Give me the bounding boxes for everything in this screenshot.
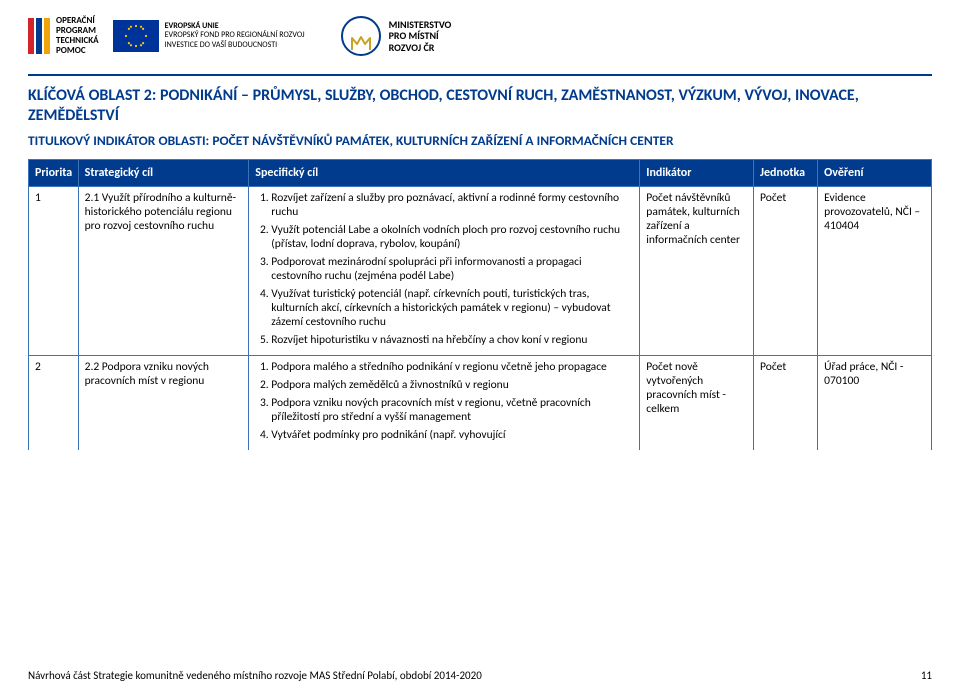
cell-jednotka: Počet [754,187,818,356]
page-number: 11 [921,669,932,682]
area-subtitle: TITULKOVÝ INDIKÁTOR OBLASTI: POČET NÁVŠT… [28,132,932,149]
spec-item: Vytvářet podmínky pro podnikání (např. v… [271,428,633,442]
th-indikator: Indikátor [640,160,754,187]
eu-label: EVROPSKÁ UNIE EVROPSKÝ FOND PRO REGIONÁL… [165,22,305,50]
cell-priorita: 1 [29,187,79,356]
cell-indikator: Počet návštěvníků památek, kulturních za… [640,187,754,356]
th-specificky: Specifický cíl [249,160,640,187]
spec-item: Využívat turistický potenciál (např. cír… [271,287,633,329]
cell-overeni: Evidence provozovatelů, NČI – 410404 [818,187,932,356]
spec-item: Podpora vzniku nových pracovních míst v … [271,396,633,424]
op-label: OPERAČNÍ PROGRAM TECHNICKÁ POMOC [56,16,99,56]
bar-yellow [44,18,50,54]
area-title: KLÍČOVÁ OBLAST 2: PODNIKÁNÍ – PRŮMYSL, S… [28,86,932,126]
table-header-row: Priorita Strategický cíl Specifický cíl … [29,160,932,187]
eu-flag-icon [113,20,159,52]
logo-strip: OPERAČNÍ PROGRAM TECHNICKÁ POMOC [28,10,932,62]
th-priorita: Priorita [29,160,79,187]
spec-item: Využít potenciál Labe a okolních vodních… [271,223,633,251]
op-bars-icon [28,18,50,54]
spec-item: Podpora malého a středního podnikání v r… [271,360,633,374]
spec-item: Podpora malých zemědělců a živnostníků v… [271,378,633,392]
logo-eu: EVROPSKÁ UNIE EVROPSKÝ FOND PRO REGIONÁL… [113,20,305,52]
bar-blue [36,18,42,54]
cell-indikator: Počet nově vytvořených pracovních míst -… [640,356,754,451]
cell-jednotka: Počet [754,356,818,451]
cell-priorita: 2 [29,356,79,451]
mmr-label: MINISTERSTVO PRO MÍSTNÍ ROZVOJ ČR [389,19,452,54]
logo-op-tech-pomoc: OPERAČNÍ PROGRAM TECHNICKÁ POMOC [28,16,99,56]
cell-specificky: Rozvíjet zařízení a služby pro poznávací… [249,187,640,356]
header-divider [28,74,932,76]
table-row: 1 2.1 Využít přírodního a kulturně-histo… [29,187,932,356]
table-row: 2 2.2 Podpora vzniku nových pracovních m… [29,356,932,451]
page-footer: Návrhová část Strategie komunitně vedené… [28,669,932,682]
footer-text: Návrhová část Strategie komunitně vedené… [28,669,482,682]
op-line-4: POMOC [56,46,99,56]
spec-item: Rozvíjet hipoturistiku v návaznosti na h… [271,333,633,347]
cell-specificky: Podpora malého a středního podnikání v r… [249,356,640,451]
spec-item: Podporovat mezinárodní spolupráci při in… [271,255,633,283]
th-overeni: Ověření [818,160,932,187]
bar-red [28,18,34,54]
cell-overeni: Úřad práce, NČI - 070100 [818,356,932,451]
mmr-emblem-icon [341,16,381,56]
th-jednotka: Jednotka [754,160,818,187]
spec-item: Rozvíjet zařízení a služby pro poznávací… [271,191,633,219]
mmr-line-3: ROZVOJ ČR [389,42,452,54]
cell-strategicky: 2.2 Podpora vzniku nových pracovních mís… [78,356,249,451]
logo-mmr: MINISTERSTVO PRO MÍSTNÍ ROZVOJ ČR [341,16,452,56]
priorities-table: Priorita Strategický cíl Specifický cíl … [28,159,932,450]
cell-strategicky: 2.1 Využít přírodního a kulturně-histori… [78,187,249,356]
th-strategicky: Strategický cíl [78,160,249,187]
eu-line-3: INVESTICE DO VAŠÍ BUDOUCNOSTI [165,41,305,50]
